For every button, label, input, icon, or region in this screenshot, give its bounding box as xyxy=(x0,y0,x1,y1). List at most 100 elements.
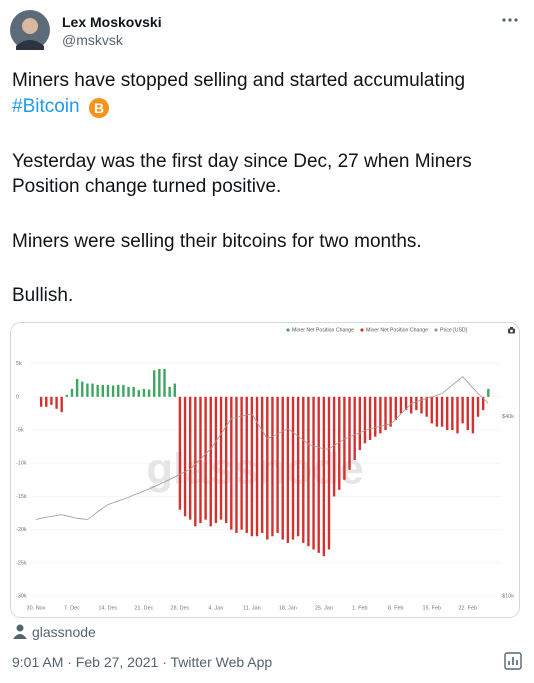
bar xyxy=(461,396,464,424)
media-attribution[interactable]: glassnode xyxy=(32,624,96,640)
bar xyxy=(75,378,79,397)
bar xyxy=(55,396,58,409)
bar xyxy=(101,384,105,397)
bar xyxy=(286,396,290,543)
bar xyxy=(209,396,212,527)
bar xyxy=(302,396,305,543)
bar xyxy=(106,384,110,397)
x-tick-label: 28. Dec xyxy=(170,605,189,611)
bar xyxy=(322,396,326,557)
legend-swatch xyxy=(286,328,290,332)
y-tick-label: -15k xyxy=(16,494,27,500)
x-tick-label: 4. Jan xyxy=(208,605,223,611)
more-menu[interactable] xyxy=(500,14,520,26)
bar xyxy=(363,396,367,444)
y-tick-label: -25k xyxy=(16,560,27,566)
bar xyxy=(307,396,310,547)
bar xyxy=(255,396,259,537)
x-tick-label: 8. Feb xyxy=(388,605,404,611)
tweet-text: Yesterday was the first day since Dec, 2… xyxy=(12,151,472,172)
bar xyxy=(487,388,490,397)
legend-label: Price [USD] xyxy=(440,327,468,333)
y-tick-label: -10k xyxy=(16,461,27,467)
camera-icon[interactable] xyxy=(508,327,515,334)
bar xyxy=(86,383,89,397)
bar xyxy=(117,384,120,397)
bar xyxy=(60,396,63,413)
bar xyxy=(240,396,243,530)
svg-text:B: B xyxy=(94,100,104,116)
bar xyxy=(476,396,480,417)
x-tick-label: 11. Jan xyxy=(243,605,261,611)
bar xyxy=(394,396,397,421)
bar xyxy=(451,396,454,431)
chart[interactable]: 5k 0 -5k -10k -15k -20k -25k -30k $10k $40k glassn… xyxy=(10,322,520,618)
bar xyxy=(81,381,84,397)
bar xyxy=(50,396,53,405)
timestamp[interactable]: 9:01 AM · Feb 27, 2021 · Twitter Web App xyxy=(12,654,273,670)
x-tick-label: 22. Feb xyxy=(458,605,477,611)
tweet-text: Miners have stopped selling and started … xyxy=(12,70,466,91)
bar xyxy=(39,396,43,407)
bar xyxy=(230,396,233,530)
bar xyxy=(168,386,171,397)
bar xyxy=(456,396,459,434)
person-icon xyxy=(13,624,27,639)
bar xyxy=(65,394,69,397)
bar xyxy=(312,396,315,550)
bar xyxy=(389,396,392,427)
x-tick-label: 7. Dec xyxy=(64,605,80,611)
bar xyxy=(96,384,99,397)
bar xyxy=(368,396,372,440)
y-tick-label: -20k xyxy=(16,527,27,533)
bar xyxy=(132,386,135,397)
bar xyxy=(173,383,176,397)
x-tick-label: 25. Jan xyxy=(315,605,333,611)
bar xyxy=(111,385,115,397)
bar xyxy=(235,396,238,533)
bar xyxy=(430,396,433,424)
bar xyxy=(425,396,428,417)
bar xyxy=(440,396,444,427)
price-line xyxy=(35,376,489,520)
bar xyxy=(471,396,475,434)
bar xyxy=(266,396,269,540)
bar xyxy=(348,396,351,470)
bar xyxy=(147,389,151,397)
bar xyxy=(379,396,382,434)
bar xyxy=(122,384,125,397)
author-handle[interactable]: @mskvsk xyxy=(62,32,123,48)
legend-label: Miner Net Position Change xyxy=(366,327,428,333)
bar xyxy=(178,396,182,510)
x-tick-label: 1. Feb xyxy=(352,605,368,611)
bar xyxy=(384,396,387,431)
avatar[interactable] xyxy=(10,10,50,50)
bar xyxy=(399,396,403,414)
tweet-text: Position change turned positive. xyxy=(12,176,282,197)
bar xyxy=(260,396,264,533)
bar xyxy=(410,396,413,414)
bar xyxy=(317,396,320,553)
bar xyxy=(466,396,469,431)
hashtag[interactable]: #Bitcoin xyxy=(12,96,80,117)
tweet-text: Bullish. xyxy=(12,285,74,306)
legend-swatch xyxy=(434,328,438,332)
bar xyxy=(194,396,197,527)
legend-swatch xyxy=(360,328,364,332)
author-name[interactable]: Lex Moskovski xyxy=(62,14,162,30)
x-tick-label: 18. Jan xyxy=(279,605,297,611)
y-tick-label: 0 xyxy=(16,394,19,400)
bar xyxy=(415,396,418,411)
y-tick-label: 5k xyxy=(16,361,22,367)
bar xyxy=(291,396,295,540)
bar xyxy=(189,396,192,520)
tweet-text: Miners were selling their bitcoins for t… xyxy=(12,231,422,252)
analytics-icon[interactable] xyxy=(504,652,522,670)
x-tick-label: 14. Dec xyxy=(98,605,117,611)
x-tick-label: 21. Dec xyxy=(134,605,153,611)
bar xyxy=(353,396,356,460)
bar xyxy=(420,396,423,414)
bar xyxy=(245,396,248,533)
y-tick-label: -5k xyxy=(16,427,24,433)
